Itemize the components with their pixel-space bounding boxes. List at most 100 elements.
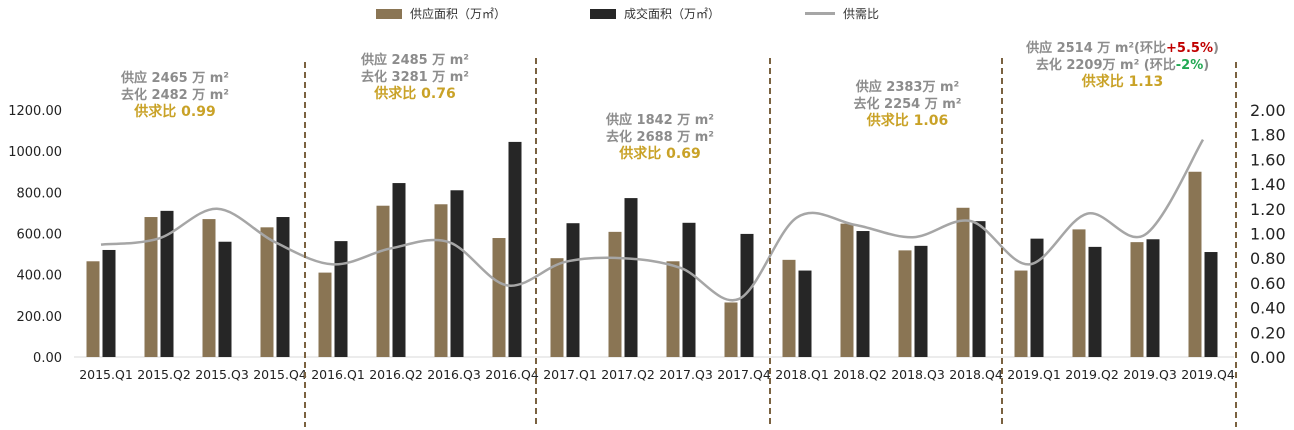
annotation-2019-supply-prefix: 供应 2514 万 m²(环比 — [1026, 41, 1167, 56]
bar-supply — [608, 231, 622, 357]
bar-deal — [160, 210, 174, 357]
annotation-2017-deal: 去化 2688 万 m² — [606, 130, 714, 145]
y-right-tick-label: 0.80 — [1250, 249, 1286, 268]
legend-item-ratio: 供需比 — [805, 5, 879, 22]
bar-supply — [260, 227, 274, 357]
ratio-line — [100, 138, 1205, 302]
y-left-tick-label: 400.00 — [17, 269, 63, 284]
bar-deal — [276, 217, 290, 357]
bar-deal — [1204, 252, 1218, 357]
annotation-2015-ratio: 供求比 0.99 — [134, 104, 216, 120]
bar-supply — [1188, 171, 1202, 357]
bar-supply — [898, 250, 912, 357]
bar-deal — [508, 141, 522, 357]
x-tick-label: 2015.Q2 — [137, 367, 191, 382]
x-tick-label: 2017.Q1 — [543, 367, 597, 382]
bar-deal — [624, 198, 638, 357]
bar-supply — [956, 207, 970, 357]
legend-swatch-ratio — [805, 12, 835, 15]
x-tick-label: 2015.Q3 — [195, 367, 249, 382]
bar-deal — [450, 190, 464, 357]
legend-label-supply: 供应面积（万㎡） — [410, 7, 507, 21]
x-tick-label: 2019.Q4 — [1181, 367, 1235, 382]
x-tick-label: 2019.Q2 — [1065, 367, 1119, 382]
bar-supply — [86, 261, 100, 357]
legend-swatch-supply — [376, 8, 402, 19]
y-right-tick-label: 1.60 — [1250, 150, 1286, 169]
annotation-2019-supply-suffix: ) — [1212, 41, 1219, 56]
annotation-2018: 供应 2383万 m² 去化 2254 万 m² 供求比 1.06 — [820, 79, 995, 130]
y-right-tick-label: 0.00 — [1250, 348, 1286, 367]
bar-supply — [492, 238, 506, 357]
annotation-2019-ratio: 供求比 1.13 — [1081, 74, 1164, 90]
x-tick-label: 2017.Q4 — [717, 367, 771, 382]
bar-supply — [550, 258, 564, 357]
x-tick-label: 2015.Q1 — [79, 367, 133, 382]
x-tick-label: 2018.Q1 — [775, 367, 829, 382]
x-tick-label: 2018.Q2 — [833, 367, 887, 382]
bar-deal — [1030, 238, 1044, 357]
bar-deal — [798, 270, 812, 357]
annotation-2016-deal: 去化 3281 万 m² — [361, 70, 469, 85]
annotation-2015-supply: 供应 2465 万 m² — [121, 71, 229, 86]
x-tick-label: 2018.Q4 — [949, 367, 1003, 382]
x-tick-label: 2016.Q2 — [369, 367, 423, 382]
y-right-tick-label: 0.60 — [1250, 274, 1286, 293]
annotation-2019-deal-change: -2% — [1175, 58, 1204, 73]
annotation-2016-supply: 供应 2485 万 m² — [361, 53, 469, 68]
bar-supply — [724, 302, 738, 357]
legend-swatch-deal — [590, 8, 616, 19]
bar-supply — [318, 272, 332, 357]
annotation-2018-ratio: 供求比 1.06 — [866, 113, 949, 129]
bar-supply — [144, 217, 158, 357]
bar-supply — [840, 223, 854, 357]
annotation-2018-supply: 供应 2383万 m² — [855, 80, 960, 95]
bar-supply — [1072, 229, 1086, 357]
x-tick-label: 2018.Q3 — [891, 367, 945, 382]
bar-deal — [682, 222, 696, 357]
y-left-tick-label: 1200.00 — [8, 104, 62, 119]
legend-item-supply: 供应面积（万㎡） — [376, 5, 506, 22]
bar-deal — [218, 241, 232, 357]
x-tick-label: 2016.Q1 — [311, 367, 365, 382]
annotation-2019-deal-prefix: 去化 2209万 m² (环比 — [1035, 58, 1176, 73]
legend-label-ratio: 供需比 — [843, 7, 880, 21]
bar-supply — [376, 205, 390, 357]
y-right-tick-label: 1.20 — [1250, 200, 1286, 219]
y-right-tick-label: 1.40 — [1250, 175, 1286, 194]
annotation-2019-deal-suffix: ) — [1203, 58, 1210, 73]
annotation-2019: 供应 2514 万 m²(环比+5.5%) 去化 2209万 m² (环比-2%… — [1010, 40, 1235, 91]
bar-supply — [666, 261, 680, 357]
bar-supply — [434, 204, 448, 357]
bar-deal — [856, 231, 870, 357]
legend-item-deal: 成交面积（万㎡） — [590, 5, 720, 22]
y-left-tick-label: 1000.00 — [8, 145, 62, 160]
annotation-2015-deal: 去化 2482 万 m² — [121, 88, 229, 103]
y-right-tick-label: 1.00 — [1250, 225, 1286, 244]
bar-deal — [334, 241, 348, 357]
y-left-tick-label: 0.00 — [33, 351, 62, 366]
annotation-2016: 供应 2485 万 m² 去化 3281 万 m² 供求比 0.76 — [330, 52, 500, 103]
bar-supply — [202, 219, 216, 357]
annotation-2018-deal: 去化 2254 万 m² — [853, 97, 962, 112]
y-right-tick-label: 1.80 — [1250, 126, 1286, 145]
bar-deal — [914, 245, 928, 357]
bar-deal — [1088, 246, 1102, 357]
annotation-2017-ratio: 供求比 0.69 — [619, 146, 701, 162]
annotation-2015: 供应 2465 万 m² 去化 2482 万 m² 供求比 0.99 — [90, 70, 260, 121]
annotation-2019-deal: 去化 2209万 m² (环比-2%) — [1010, 57, 1235, 74]
bar-supply — [782, 259, 796, 357]
y-left-tick-label: 600.00 — [17, 228, 63, 243]
y-right-tick-label: 0.40 — [1250, 299, 1286, 318]
bar-deal — [102, 249, 116, 357]
x-tick-label: 2019.Q1 — [1007, 367, 1061, 382]
bar-supply — [1130, 242, 1144, 357]
bar-deal — [392, 183, 406, 357]
annotation-2017-supply: 供应 1842 万 m² — [606, 113, 714, 128]
y-left-tick-label: 800.00 — [17, 186, 63, 201]
bar-supply — [1014, 270, 1028, 357]
x-tick-label: 2015.Q4 — [253, 367, 307, 382]
annotation-2019-supply: 供应 2514 万 m²(环比+5.5%) — [1010, 40, 1235, 57]
x-tick-label: 2016.Q4 — [485, 367, 539, 382]
